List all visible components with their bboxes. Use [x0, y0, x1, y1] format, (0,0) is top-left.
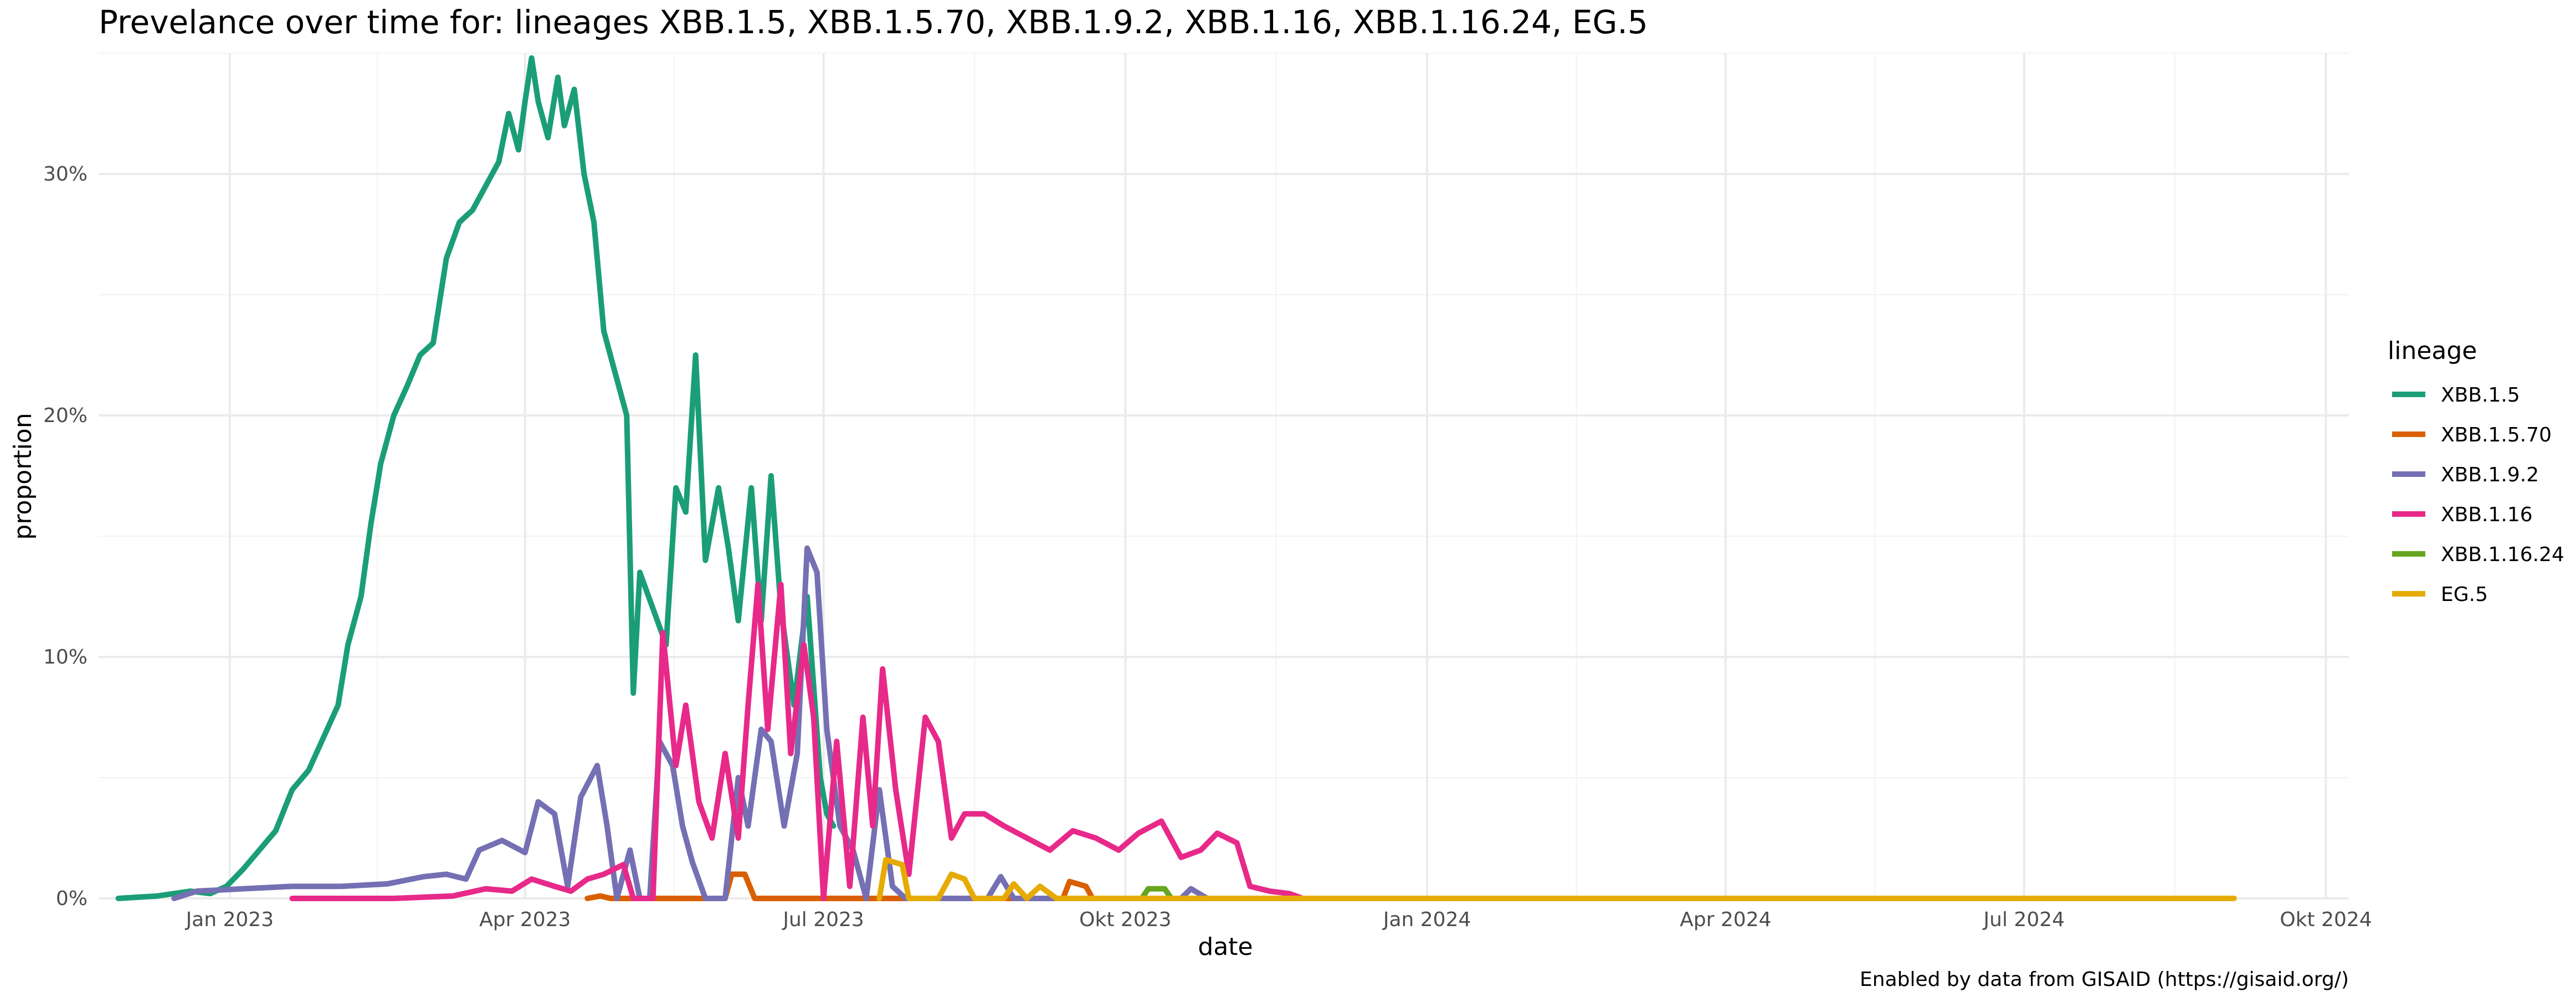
legend-label-4: XBB.1.16.24 [2441, 543, 2564, 566]
x-tick-label: Okt 2023 [1079, 908, 1171, 931]
series-line-0 [115, 55, 837, 901]
series-line-4 [1139, 886, 1174, 901]
x-axis-title: date [1198, 933, 1253, 961]
series-lines [115, 55, 2237, 901]
chart-title: Prevelance over time for: lineages XBB.1… [99, 3, 1648, 41]
chart-caption: Enabled by data from GISAID (https://gis… [1860, 968, 2349, 991]
x-tick-label: Jul 2023 [782, 908, 864, 931]
y-tick-labels: 0% 10% 20% 30% [43, 163, 88, 910]
x-tick-label: Apr 2024 [1680, 908, 1771, 931]
major-gridlines [99, 53, 2349, 900]
legend-label-0: XBB.1.5 [2441, 384, 2520, 407]
series-line-1 [584, 871, 1096, 901]
y-tick-label: 20% [43, 404, 88, 427]
legend-label-1: XBB.1.5.70 [2441, 424, 2552, 446]
x-tick-label: Jan 2024 [1382, 908, 1471, 931]
legend-label-5: EG.5 [2441, 583, 2488, 606]
series-line-3 [289, 582, 1306, 901]
y-tick-label: 10% [43, 646, 88, 669]
x-tick-label: Jul 2024 [1983, 908, 2065, 931]
x-tick-label: Okt 2024 [2280, 908, 2372, 931]
y-tick-label: 30% [43, 163, 88, 186]
minor-gridlines [99, 53, 2349, 898]
x-tick-label: Jan 2023 [185, 908, 274, 931]
series-line-5 [876, 857, 2237, 901]
y-axis-title: proportion [9, 413, 37, 539]
legend: lineage XBB.1.5 XBB.1.5.70 XBB.1.9.2 XBB.1.… [2388, 337, 2564, 606]
x-tick-labels: Jan 2023 Apr 2023 Jul 2023 Okt 2023 Jan 2024… [185, 908, 2372, 931]
y-tick-label: 0% [56, 887, 88, 910]
series-line-2 [171, 545, 1210, 901]
legend-label-3: XBB.1.16 [2441, 503, 2533, 526]
x-tick-label: Apr 2023 [479, 908, 571, 931]
legend-title: lineage [2388, 337, 2477, 365]
legend-label-2: XBB.1.9.2 [2441, 464, 2539, 486]
